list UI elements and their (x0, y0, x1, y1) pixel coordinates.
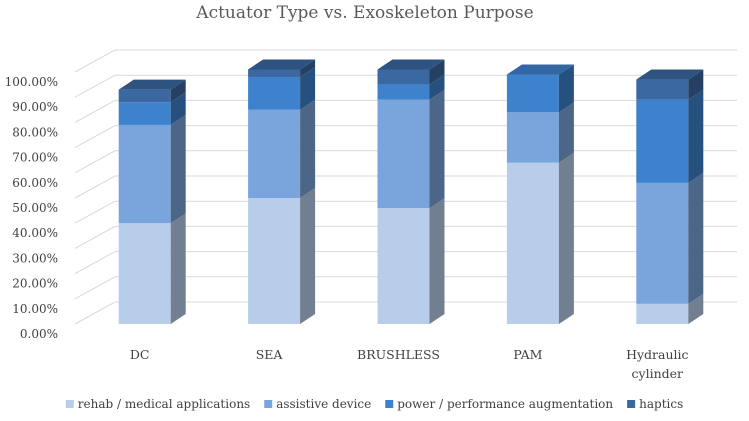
bar-segment-front (248, 198, 301, 324)
x-category-label: DC (130, 347, 150, 362)
bar-segment-side (300, 67, 316, 110)
bar-segment-top (506, 64, 574, 75)
y-tick-label: 0.00% (20, 327, 58, 341)
bar-segment-front (248, 77, 301, 110)
y-tick-label: 50.00% (12, 201, 58, 215)
x-category-label: SEA (256, 347, 284, 362)
gridline (74, 49, 737, 73)
bar-segment-side (170, 213, 186, 324)
bar-segment-front (377, 69, 430, 85)
bar-segment-side (170, 79, 186, 103)
bar-segment-side (429, 74, 445, 100)
bar-segment-side (688, 89, 704, 183)
y-axis-tick-labels: 0.00% 10.00% 20.00% 30.00% 40.00% 50.00% 60.00… (5, 75, 58, 341)
bar-segment-front (377, 208, 430, 324)
bar-segment-side (170, 92, 186, 125)
bar-segment-side (429, 89, 445, 209)
bar-segment-front (377, 84, 430, 100)
bars (118, 59, 704, 324)
legend-swatch (385, 400, 394, 408)
bar-segment-side (429, 198, 445, 324)
bar-segment-side (300, 59, 316, 78)
y-tick-label: 10.00% (12, 302, 58, 316)
y-tick-label: 20.00% (12, 277, 58, 291)
bar-segment-front (506, 162, 559, 324)
legend-label: haptics (639, 397, 683, 411)
bar-segment-side (300, 188, 316, 324)
bar-segment-front (506, 74, 559, 113)
bar-segment-top (377, 59, 445, 70)
bar-segment-top (636, 69, 704, 80)
y-tick-label: 60.00% (12, 176, 58, 190)
bar-segment-side (688, 293, 704, 324)
y-tick-label: 80.00% (12, 125, 58, 139)
bar-segment-front (636, 79, 689, 100)
legend-swatch (264, 400, 273, 408)
bar-segment-front (636, 99, 689, 183)
bar-segment-front (506, 112, 559, 163)
legend-item: haptics (627, 397, 683, 411)
category-labels: DC SEA BRUSHLESS PAM Hydraulic cylinder (130, 347, 689, 381)
legend-item: rehab / medical applications (65, 397, 250, 411)
bar-segment-top (248, 59, 316, 70)
bar-segment-front (248, 69, 301, 78)
legend-swatch (65, 400, 74, 408)
bar-stack (248, 59, 316, 324)
legend-label: assistive device (276, 397, 371, 411)
bar-segment-side (300, 99, 316, 198)
bar-segment-side (558, 152, 574, 324)
y-tick-label: 70.00% (12, 151, 58, 165)
legend-item: power / performance augmentation (385, 397, 613, 411)
bar-stack (377, 59, 445, 324)
bar-stack (636, 69, 704, 324)
legend-swatch (627, 400, 636, 408)
bar-segment-front (377, 99, 430, 209)
bar-segment-side (688, 172, 704, 304)
chart-title: Actuator Type vs. Exoskeleton Purpose (195, 3, 533, 23)
bar-segment-front (118, 223, 171, 324)
bar-segment-side (170, 114, 186, 224)
x-category-label: PAM (513, 347, 542, 362)
bar-segment-front (248, 109, 301, 198)
bar-stack (118, 79, 186, 324)
bar-segment-side (688, 69, 704, 100)
y-tick-label: 90.00% (12, 100, 58, 114)
x-category-label: Hydraulic cylinder (626, 347, 688, 381)
y-tick-label: 100.00% (5, 75, 58, 89)
bar-segment-side (558, 64, 574, 113)
y-tick-label: 30.00% (12, 251, 58, 265)
bar-segment-front (118, 124, 171, 224)
bar-segment-front (636, 303, 689, 324)
bar-segment-side (558, 102, 574, 163)
bar-segment-front (118, 89, 171, 103)
x-category-label: BRUSHLESS (357, 347, 440, 362)
bar-segment-front (118, 102, 171, 125)
bar-segment-front (636, 182, 689, 304)
bar-segment-side (429, 59, 445, 85)
legend-label: power / performance augmentation (397, 397, 613, 411)
legend: rehab / medical applications assistive de… (65, 397, 683, 411)
legend-item: assistive device (264, 397, 371, 411)
bar-segment-top (118, 79, 186, 90)
legend-label: rehab / medical applications (78, 397, 250, 411)
y-tick-label: 40.00% (12, 226, 58, 240)
bar-stack (506, 64, 574, 324)
